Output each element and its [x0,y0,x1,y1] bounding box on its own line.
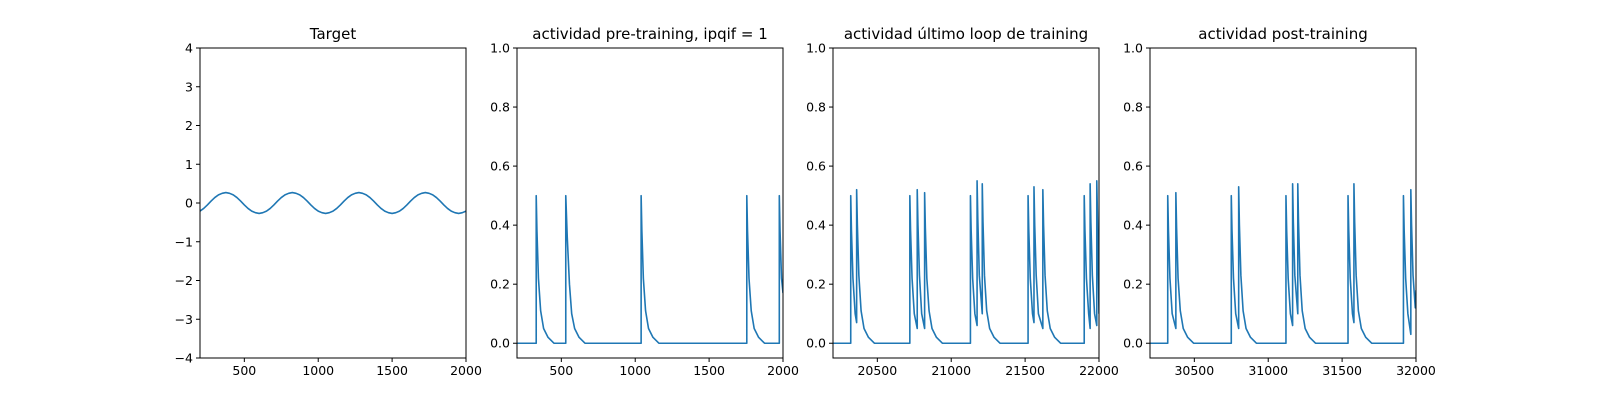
y-tick-label: −1 [175,234,193,249]
series-line [1150,183,1416,345]
axes-frame [516,47,784,359]
y-tick-label: 0.4 [806,218,826,233]
subplot-title: actividad post-training [1198,25,1367,43]
y-tick-label: 0.8 [806,100,826,115]
y-tick-label: 0.4 [1123,218,1143,233]
x-tick-label: 1000 [619,363,651,378]
axes-frame [199,47,467,359]
x-tick-label: 2000 [767,363,799,378]
y-tick-label: 0.8 [490,100,510,115]
series-line [200,191,466,215]
subplot-title: actividad pre-training, ipqif = 1 [532,25,768,43]
y-tick-label: 1 [185,157,193,172]
x-tick-label: 2000 [450,363,482,378]
y-tick-label: 2 [185,118,193,133]
x-tick-label: 22000 [1079,363,1119,378]
y-tick-label: 0.4 [490,218,510,233]
x-tick-label: 21000 [931,363,971,378]
series-line [517,194,783,345]
x-tick-label: 31000 [1248,363,1288,378]
x-tick-label: 1500 [376,363,408,378]
subplot-post-training: actividad post-training 30500 31000 31500 3… [1123,25,1436,378]
x-tick-label: 21500 [1005,363,1045,378]
subplot-pre-training: actividad pre-training, ipqif = 1 500 100… [490,25,799,378]
y-tick-label: −4 [175,351,193,366]
y-tick-label: 4 [185,41,193,56]
subplot-last-training-loop: actividad último loop de training 20500 2… [806,25,1119,378]
series-line [833,180,1099,345]
subplot-target: Target 500 1000 1500 2000 −4 −3 −2 −1 0 1 2 3 4 [175,25,482,378]
y-tick-label: 0.0 [1123,336,1143,351]
x-tick-label: 20500 [857,363,897,378]
y-tick-label: 3 [185,79,193,94]
subplot-title: actividad último loop de training [844,25,1088,43]
subplot-title: Target [309,25,357,43]
x-tick-label: 1000 [302,363,334,378]
y-tick-label: 0.2 [490,277,510,292]
y-tick-label: 0.2 [806,277,826,292]
y-tick-label: 0 [185,196,193,211]
axes-frame [832,47,1100,359]
y-tick-label: 0.6 [806,159,826,174]
x-tick-label: 31500 [1322,363,1362,378]
y-tick-label: −2 [175,273,193,288]
x-tick-label: 500 [549,363,573,378]
x-tick-label: 32000 [1396,363,1436,378]
x-tick-label: 500 [232,363,256,378]
axes-frame [1149,47,1417,359]
y-tick-label: −3 [175,312,193,327]
y-tick-label: 1.0 [1123,41,1143,56]
y-tick-label: 0.0 [806,336,826,351]
y-tick-label: 0.6 [490,159,510,174]
y-tick-label: 0.2 [1123,277,1143,292]
y-tick-label: 0.0 [490,336,510,351]
y-tick-label: 1.0 [806,41,826,56]
y-tick-label: 0.8 [1123,100,1143,115]
x-tick-label: 1500 [693,363,725,378]
y-tick-label: 0.6 [1123,159,1143,174]
y-tick-label: 1.0 [490,41,510,56]
x-tick-label: 30500 [1174,363,1214,378]
